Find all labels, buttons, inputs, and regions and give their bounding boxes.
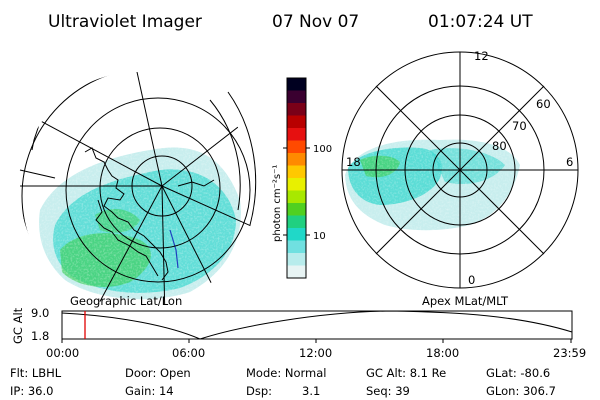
info-seq: Seq: 39 — [366, 384, 410, 398]
info-gain: Gain: 14 — [125, 384, 174, 398]
orbit-timeline: GC Alt 9.0 1.8 00:00 06:00 12:00 18:00 2… — [11, 306, 586, 360]
colorbar-tick-10: 10 — [313, 231, 326, 242]
timeline-xtick-0000: 00:00 — [46, 346, 79, 360]
colorbar-cell — [287, 140, 306, 154]
colorbar-cell — [287, 165, 306, 179]
timeline-xtick-0600: 06:00 — [172, 346, 205, 360]
instrument-title: Ultraviolet Imager — [48, 12, 202, 32]
colorbar-tick-100: 100 — [313, 144, 332, 155]
colorbar-cell — [287, 178, 306, 191]
colorbar-cell — [287, 78, 306, 91]
colorbar-unit-label: photon cm⁻²s⁻¹ — [272, 165, 283, 242]
colorbar-cell — [287, 265, 306, 279]
timeline-xtick-2359: 23:59 — [553, 346, 586, 360]
mlat-label-60: 60 — [536, 97, 551, 111]
mlat-label-70: 70 — [512, 119, 527, 133]
info-gc-alt: GC Alt: 8.1 Re — [366, 366, 446, 380]
colorbar-cell — [287, 190, 306, 204]
info-door: Door: Open — [125, 366, 191, 380]
observation-date: 07 Nov 07 — [272, 12, 359, 32]
intensity-colorbar: 100 10 photon cm⁻²s⁻¹ — [272, 77, 332, 279]
colorbar-cell — [287, 103, 306, 116]
colorbar-cell — [287, 115, 306, 129]
info-filter: Flt: LBHL — [10, 366, 62, 380]
colorbar-cell — [287, 215, 306, 229]
altitude-curve — [61, 310, 573, 340]
geographic-caption: Geographic Lat/Lon — [70, 294, 182, 308]
info-glat: GLat: -80.6 — [486, 366, 550, 380]
mlt-label-12: 12 — [474, 49, 489, 63]
mlt-label-6: 6 — [566, 155, 573, 169]
colorbar-cell — [287, 153, 306, 166]
info-ip: IP: 36.0 — [10, 384, 53, 398]
mlt-label-18: 18 — [346, 155, 361, 169]
mlt-label-0: 0 — [468, 273, 475, 287]
info-dsp-label: Dsp: — [246, 384, 272, 398]
timeline-xtick-1800: 18:00 — [426, 346, 459, 360]
colorbar-cell — [287, 90, 306, 104]
mlat-label-80: 80 — [492, 139, 507, 153]
colorbar-cell — [287, 240, 306, 254]
magnetic-caption: Apex MLat/MLT — [422, 294, 509, 308]
info-glon: GLon: 306.7 — [486, 384, 556, 398]
colorbar-cell — [287, 228, 306, 241]
timeline-axis-label: GC Alt — [11, 307, 25, 344]
colorbar-cell — [287, 253, 306, 266]
colorbar-cell — [287, 128, 306, 141]
info-dsp-value: 3.1 — [302, 384, 320, 398]
observation-time: 01:07:24 UT — [428, 12, 533, 32]
timeline-xtick-1200: 12:00 — [299, 346, 332, 360]
timeline-ytick-high: 9.0 — [31, 306, 49, 320]
colorbar-cell — [287, 203, 306, 216]
magnetic-map — [341, 51, 579, 289]
timeline-ytick-low: 1.8 — [31, 329, 49, 343]
info-mode: Mode: Normal — [246, 366, 326, 380]
geographic-map — [19, 72, 257, 308]
instrument-info: Flt: LBHL IP: 36.0 Door: Open Gain: 14 M… — [10, 366, 556, 398]
